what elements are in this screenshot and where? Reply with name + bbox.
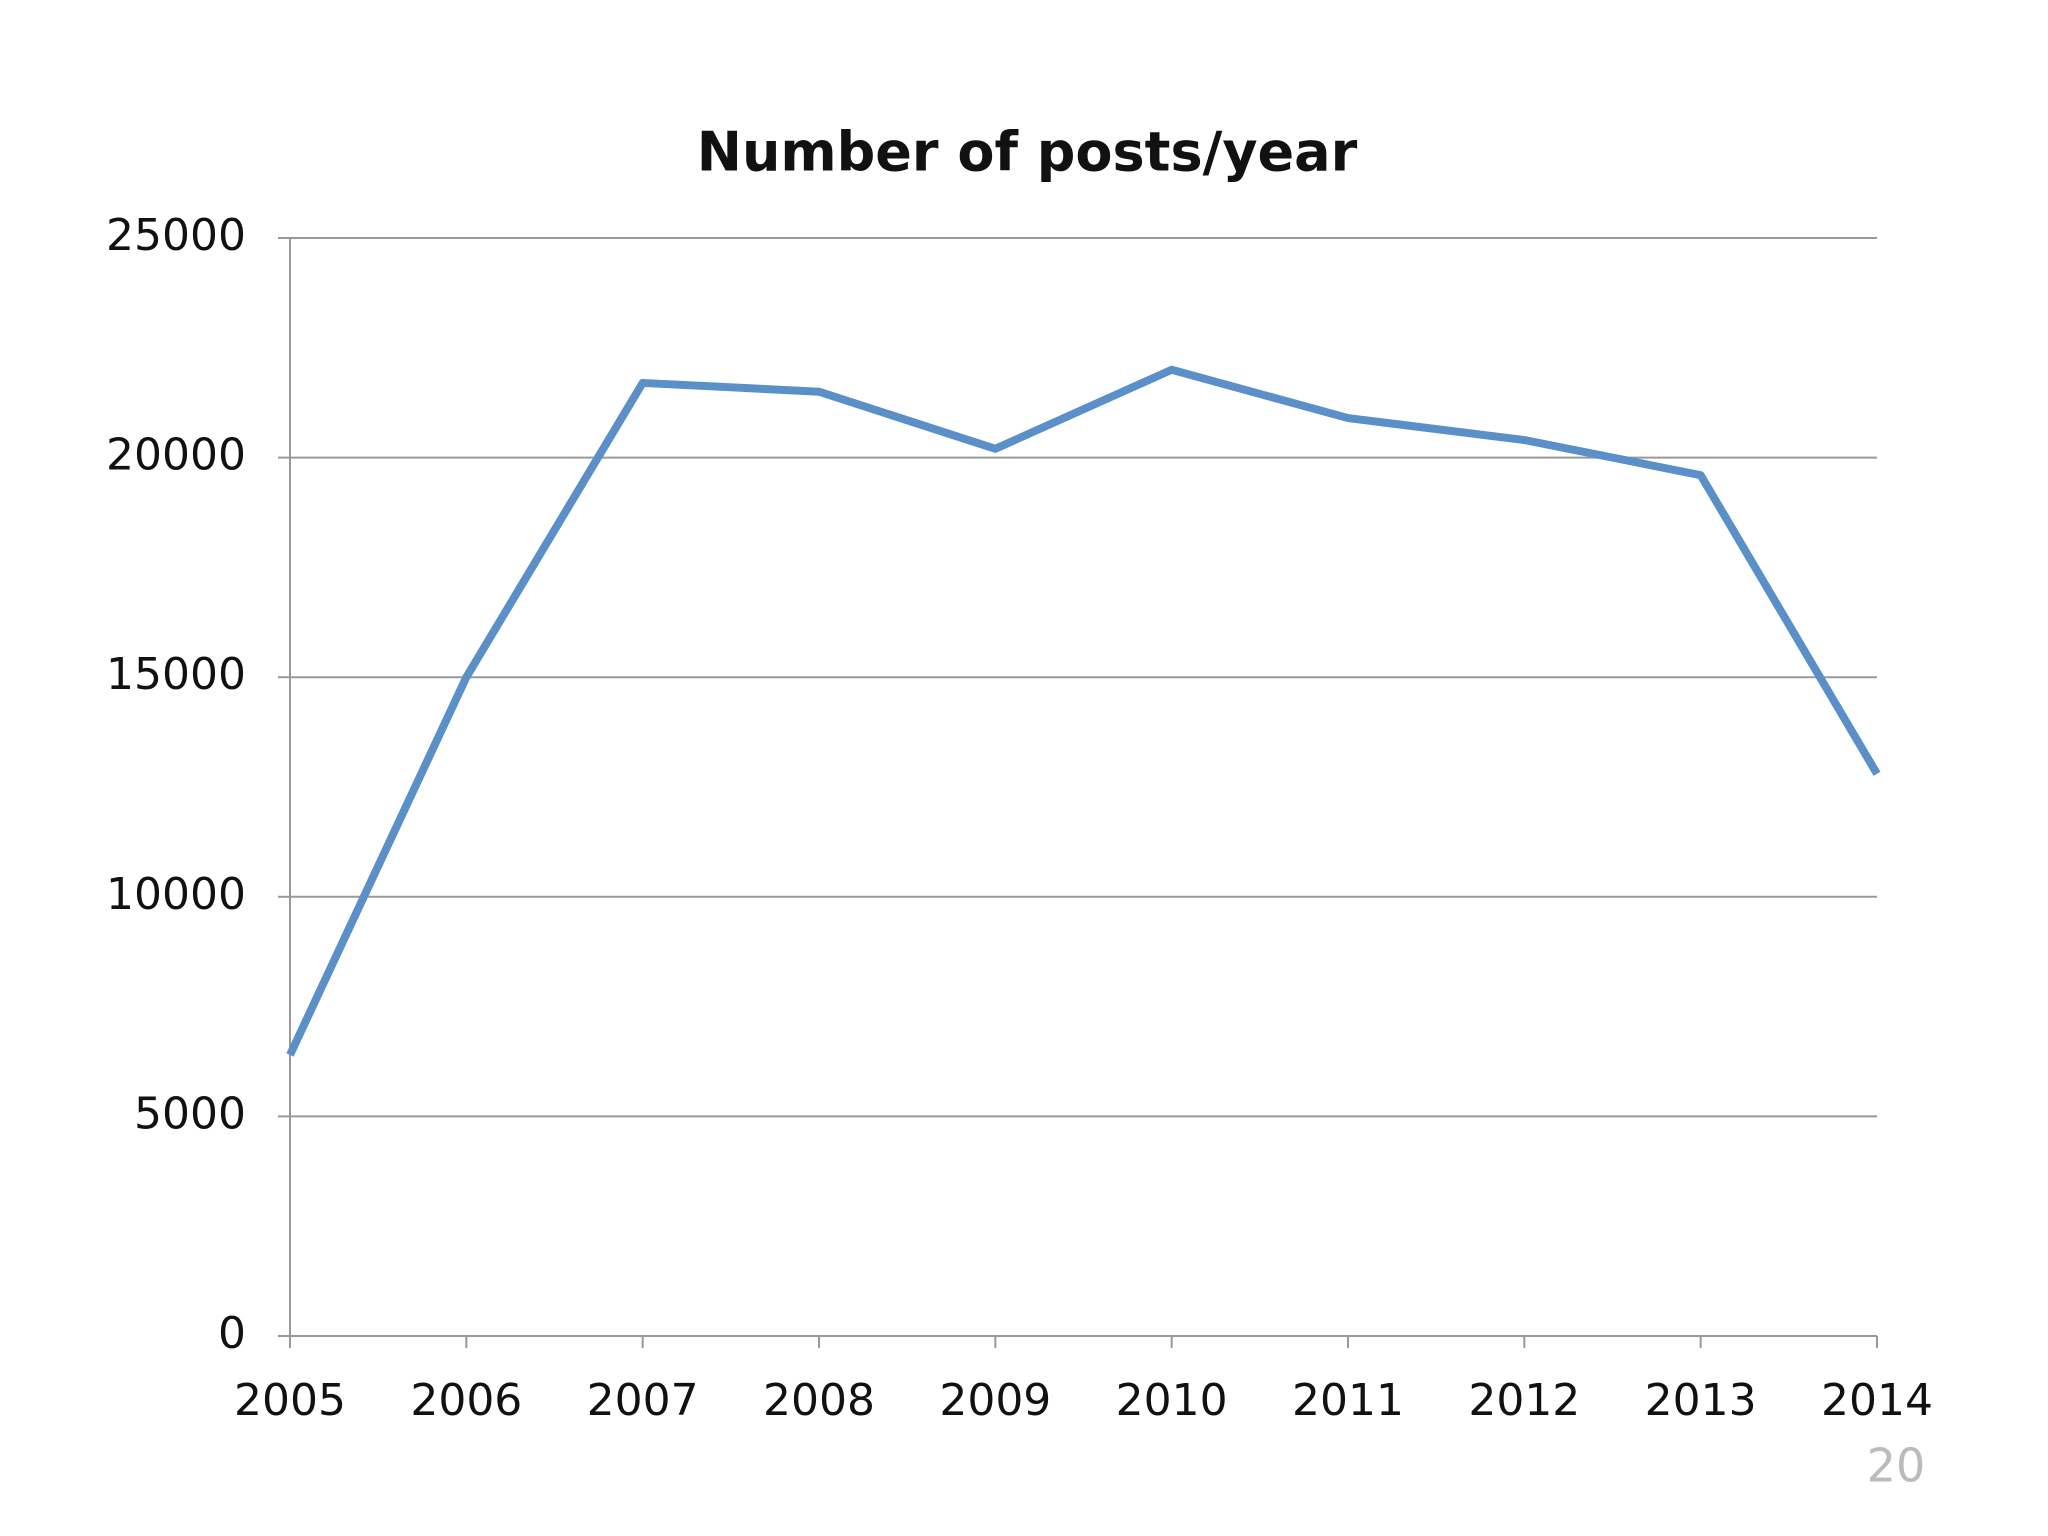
- y-tick-label: 5000: [134, 1088, 246, 1139]
- y-tick-label: 20000: [106, 430, 246, 481]
- x-tick-label: 2007: [587, 1375, 699, 1426]
- x-tick-label: 2006: [410, 1375, 522, 1426]
- x-tick-label: 2012: [1468, 1375, 1580, 1426]
- x-tick-label: 2013: [1645, 1375, 1757, 1426]
- y-tick-label: 25000: [106, 210, 246, 261]
- x-tick-label: 2010: [1116, 1375, 1228, 1426]
- y-tick-label: 15000: [106, 649, 246, 700]
- y-tick-label: 0: [218, 1308, 246, 1359]
- data-line: [286, 365, 1881, 1057]
- x-tick-label: 2005: [234, 1375, 346, 1426]
- x-tick-label: 2014: [1821, 1375, 1933, 1426]
- y-tick-label: 10000: [106, 869, 246, 920]
- chart-title: Number of posts/year: [697, 121, 1358, 184]
- x-tick-label: 2008: [763, 1375, 875, 1426]
- page-number: 20: [1867, 1439, 1926, 1493]
- x-tick-label: 2009: [939, 1375, 1051, 1426]
- x-tick-label: 2011: [1292, 1375, 1404, 1426]
